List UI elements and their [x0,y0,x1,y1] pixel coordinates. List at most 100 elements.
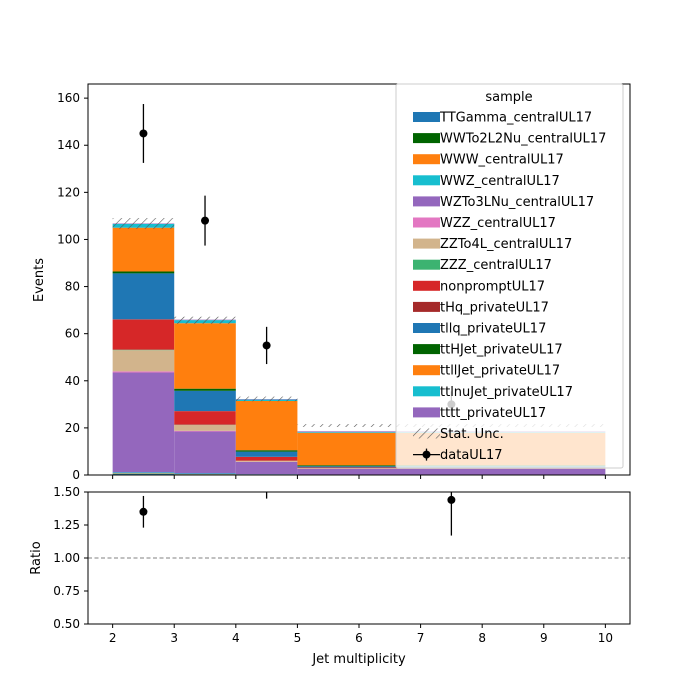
legend-label: ttHJet_privateUL17 [440,343,563,358]
bar-segment-ZZTo4L_centralUL17-bin-0 [112,350,175,372]
data-point [262,341,271,350]
y-axis-ticks: 0 20 40 60 80 100 120 140 160 [57,91,88,482]
legend-label: WWZ_centralUL17 [440,174,560,189]
ratio-y-tick-label: 0.75 [53,584,80,598]
x-axis-label: Jet multiplicity [311,652,406,667]
bar-segment-ttllJet_privateUL17-bin-2 [235,400,298,451]
bar-segment-ttHJet_privateUL17-bin-2 [235,450,298,452]
ratio-point [139,507,148,516]
bar-segment-tllq_privateUL17-bin-1 [174,390,236,412]
y-tick-label: 20 [65,421,80,435]
legend-marker-dot [422,450,431,459]
legend-label: TTGamma_centralUL17 [439,111,592,126]
y-tick-label: 0 [72,468,80,482]
legend-label: ZZTo4L_centralUL17 [440,237,572,252]
legend-swatch [413,217,440,228]
legend-label: tHq_privateUL17 [440,300,549,315]
x-tick-label: 6 [355,631,363,645]
legend-swatch [413,365,440,376]
bar-segment-ttllJet_privateUL17-bin-1 [174,323,236,389]
x-axis-ticks-top [112,475,606,479]
x-tick-label: 8 [478,631,486,645]
bar-segment-WZTo3LNu_centralUL17-bin-0 [112,372,175,473]
legend-label: ttllJet_privateUL17 [440,364,560,379]
y-tick-label: 100 [57,232,80,246]
legend-swatch [413,175,440,186]
bar-segment-nonpromptUL17-bin-1 [174,411,236,425]
legend-label: Stat. Unc. [440,427,504,442]
y-tick-label: 120 [57,185,80,199]
ratio-y-axis-label: Ratio [29,541,44,574]
stat-unc-band-bin-1 [174,316,236,324]
legend-swatch [413,133,440,144]
bar-segment-ttHJet_privateUL17-bin-1 [174,388,236,391]
ratio-y-tick-label: 0.50 [53,617,80,631]
bar-segment-WZZ_centralUL17-bin-0 [112,371,175,373]
bar-segment-tllq_privateUL17-bin-2 [235,451,298,457]
legend-label: WZTo3LNu_centralUL17 [440,195,594,210]
stat-unc-band-bin-0 [112,218,175,229]
bar-segment-WWZ_centralUL17-bin-0 [112,472,175,474]
bar-segment-ZZTo4L_centralUL17-bin-2 [235,460,298,462]
x-axis-ticks: 2 3 4 5 6 7 8 9 10 [109,624,613,645]
legend-label: tllq_privateUL17 [440,322,546,337]
bar-segment-ttHJet_privateUL17-bin-0 [112,271,175,274]
y-tick-label: 60 [65,327,80,341]
legend-box [395,83,624,469]
x-tick-label: 9 [540,631,548,645]
legend-label: WWW_centralUL17 [440,153,564,168]
x-tick-label: 4 [232,631,240,645]
legend-swatch [413,386,440,397]
legend-swatch [413,344,440,355]
legend-swatch [413,112,440,122]
legend-label: ZZZ_centralUL17 [440,258,552,273]
bar-segment-WZTo3LNu_centralUL17-bin-1 [174,431,236,474]
legend-swatch [413,238,440,249]
data-point [201,216,210,225]
y-tick-label: 40 [65,374,80,388]
y-tick-label: 160 [57,91,80,105]
ratio-panel: 0.50 0.75 1.00 1.25 1.50 2 3 4 5 6 7 8 9 10 Ratio Je… [29,485,631,667]
x-tick-label: 3 [170,631,178,645]
bar-segment-ZZTo4L_centralUL17-bin-1 [174,424,236,431]
y-tick-label: 80 [65,280,80,294]
ratio-y-tick-label: 1.50 [53,485,80,499]
stat-unc-band-bin-2 [235,396,298,402]
legend-label: dataUL17 [440,448,503,463]
bar-segment-nonpromptUL17-bin-2 [235,456,298,461]
x-tick-label: 7 [417,631,425,645]
legend-swatch [413,154,440,165]
legend-swatch [413,301,440,312]
y-axis-label: Events [32,258,47,302]
bar-segment-nonpromptUL17-bin-0 [112,319,175,350]
legend-hatch-swatch [413,428,440,439]
legend-label: nonpromptUL17 [440,279,545,294]
ratio-y-tick-label: 1.00 [53,551,80,565]
ratio-points [139,492,456,536]
legend-label: tttt_privateUL17 [440,406,546,421]
ratio-y-tick-label: 1.25 [53,518,80,532]
data-point [139,129,148,138]
bar-segment-WZTo3LNu_centralUL17-bin-3 [297,468,606,475]
legend-label: ttlnuJet_privateUL17 [440,385,573,400]
bar-segment-WZZ_centralUL17-bin-1 [174,430,236,432]
bar-segment-WWZ_centralUL17-bin-1 [174,473,236,475]
legend-label: WWTo2L2Nu_centralUL17 [440,132,606,147]
x-tick-label: 2 [109,631,117,645]
legend-swatch [413,407,440,418]
ratio-point [447,495,456,504]
bar-segment-ttllJet_privateUL17-bin-0 [112,227,175,272]
legend-title: sample [485,90,532,105]
x-tick-label: 10 [598,631,613,645]
legend-swatch [413,323,440,333]
bar-segment-tllq_privateUL17-bin-0 [112,273,175,320]
legend: sample TTGamma_centralUL17 WWTo2L2Nu_cent… [395,83,624,469]
y-tick-label: 140 [57,138,80,152]
legend-swatch [413,259,440,270]
legend-swatch [413,280,440,291]
bar-segment-WZTo3LNu_centralUL17-bin-2 [235,461,298,475]
ratio-y-axis-ticks: 0.50 0.75 1.00 1.25 1.50 [53,485,88,631]
legend-label: WZZ_centralUL17 [440,216,556,231]
x-tick-label: 5 [294,631,302,645]
